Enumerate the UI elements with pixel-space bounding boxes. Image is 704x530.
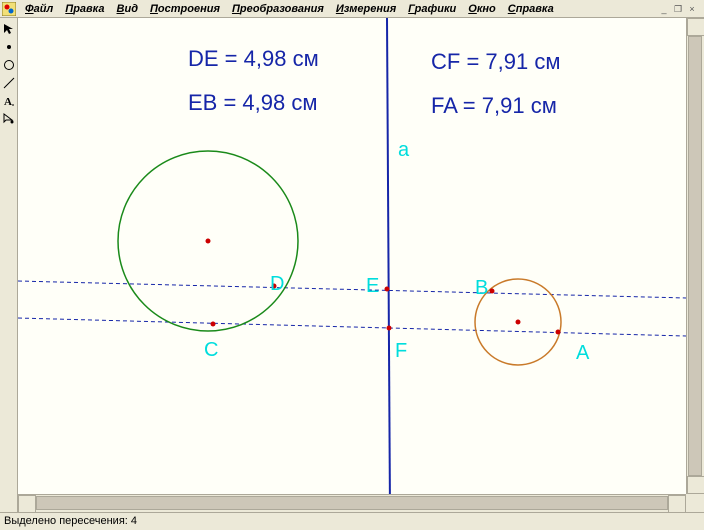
line-tool-icon[interactable]	[1, 75, 17, 91]
menu-measure[interactable]: Измерения	[330, 2, 402, 16]
app-icon	[2, 2, 16, 16]
status-text: Выделено пересечения: 4	[4, 515, 137, 527]
restore-icon[interactable]: ❐	[672, 3, 684, 15]
label-E[interactable]: E	[366, 275, 379, 298]
canvas[interactable]: DE = 4,98 см EB = 4,98 см CF = 7,91 см F…	[18, 18, 686, 494]
label-A[interactable]: A	[576, 342, 589, 365]
minimize-icon[interactable]: _	[658, 3, 670, 15]
menu-view[interactable]: Вид	[111, 2, 144, 16]
menu-transform[interactable]: Преобразования	[226, 2, 330, 16]
select-tool-icon[interactable]	[1, 111, 17, 127]
label-D[interactable]: D	[270, 273, 284, 296]
menu-help[interactable]: Справка	[502, 2, 560, 16]
close-icon[interactable]: ×	[686, 3, 698, 15]
scrollbar-vertical[interactable]	[686, 18, 704, 494]
circle-tool-icon[interactable]	[1, 57, 17, 73]
toolbar: A	[0, 18, 18, 512]
menu-graph[interactable]: Графики	[402, 2, 462, 16]
scrollbar-corner	[686, 494, 704, 512]
geometry-scene	[18, 18, 686, 494]
measurement-eb[interactable]: EB = 4,98 см	[188, 90, 317, 116]
label-C[interactable]: C	[204, 339, 218, 362]
menubar: Файл Правка Вид Построения Преобразовани…	[0, 0, 704, 18]
svg-text:A: A	[4, 96, 12, 107]
menu-construct[interactable]: Построения	[144, 2, 226, 16]
label-B[interactable]: B	[475, 277, 488, 300]
measurement-cf[interactable]: CF = 7,91 см	[431, 49, 560, 75]
label-F[interactable]: F	[395, 340, 407, 363]
text-tool-icon[interactable]: A	[1, 93, 17, 109]
scrollbar-horizontal[interactable]	[18, 494, 686, 512]
arrow-tool-icon[interactable]	[1, 21, 17, 37]
status-bar: Выделено пересечения: 4	[0, 512, 704, 530]
menu-window[interactable]: Окно	[462, 2, 502, 16]
canvas-wrap: DE = 4,98 см EB = 4,98 см CF = 7,91 см F…	[18, 18, 704, 512]
window-controls: _ ❐ ×	[658, 3, 702, 15]
measurement-fa[interactable]: FA = 7,91 см	[431, 93, 557, 119]
menu-file[interactable]: Файл	[19, 2, 59, 16]
label-line-a[interactable]: a	[398, 139, 409, 162]
point-tool-icon[interactable]	[1, 39, 17, 55]
measurement-de[interactable]: DE = 4,98 см	[188, 46, 319, 72]
menu-edit[interactable]: Правка	[59, 2, 110, 16]
